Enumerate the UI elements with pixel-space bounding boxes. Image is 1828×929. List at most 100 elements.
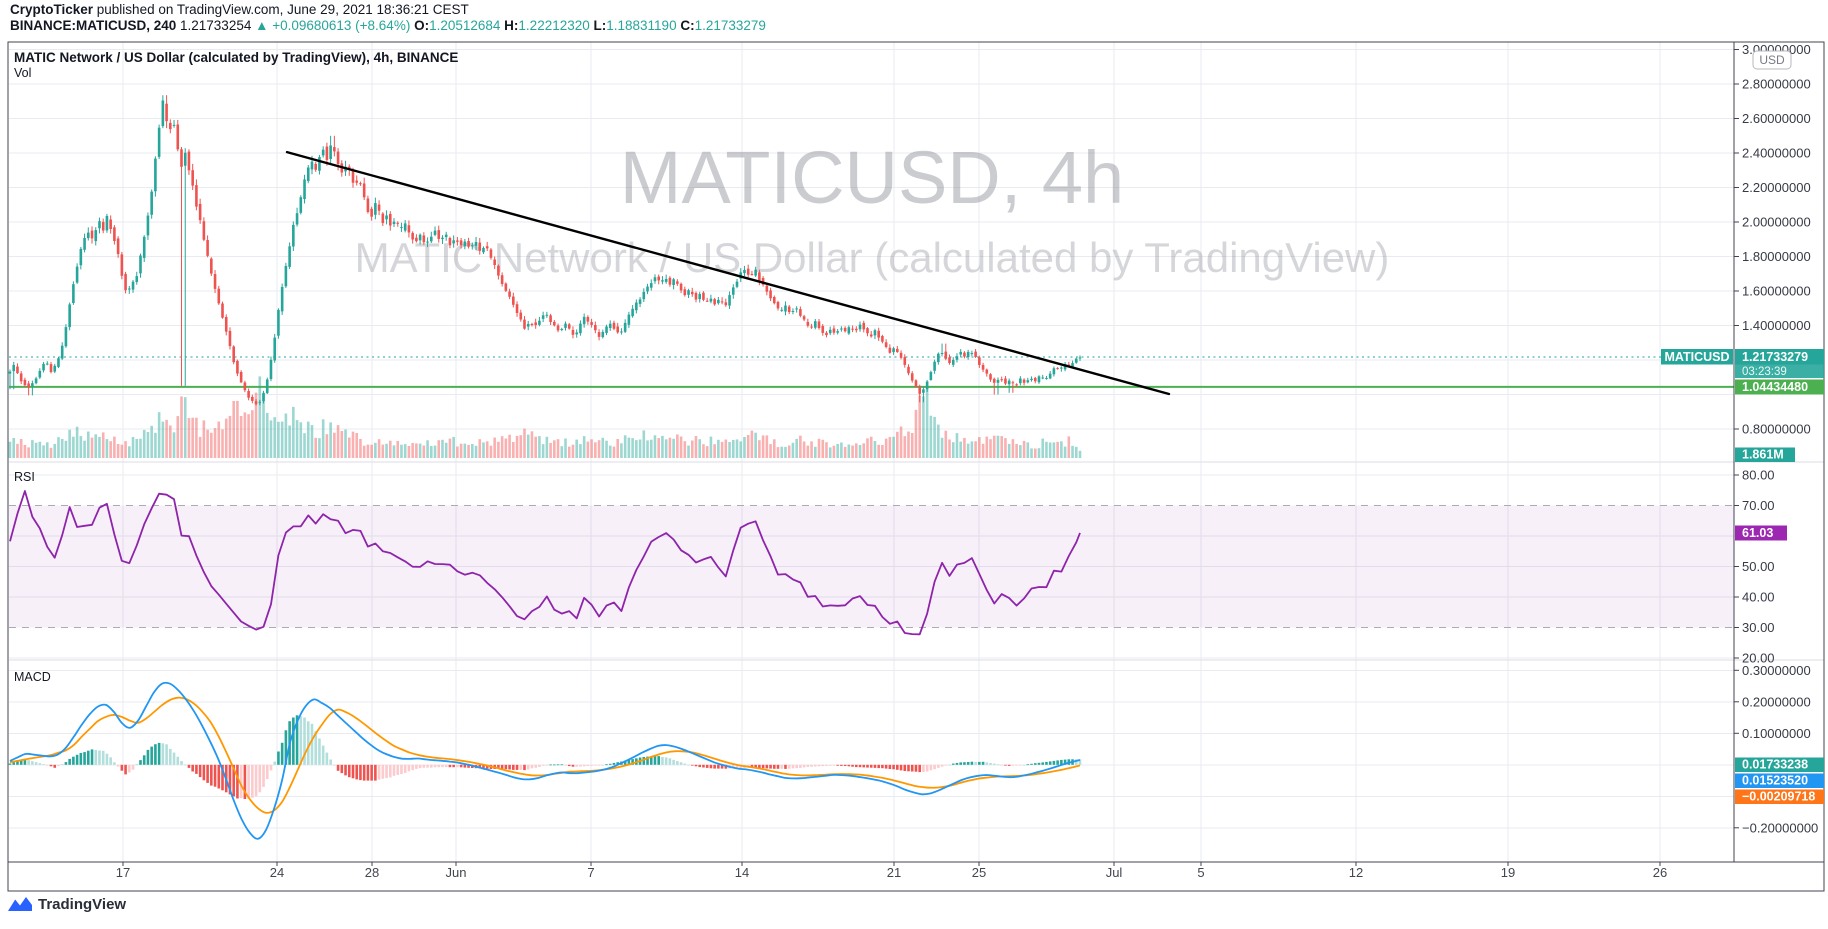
macd-histogram-bar <box>814 764 817 767</box>
volume-bar <box>586 441 590 458</box>
footer-brand[interactable]: TradingView <box>8 894 126 914</box>
macd-histogram-bar <box>482 764 485 769</box>
volume-bar <box>1037 448 1041 458</box>
volume-bar <box>1007 443 1011 458</box>
macd-histogram-bar <box>545 764 549 766</box>
price-scale[interactable] <box>1734 42 1824 862</box>
volume-bar <box>1052 442 1056 458</box>
macd-histogram-bar <box>646 756 649 765</box>
time-axis-label: 19 <box>1501 865 1515 880</box>
candle-body <box>1037 376 1041 383</box>
candle-body <box>105 216 109 231</box>
volume-bar <box>661 435 664 458</box>
macd-histogram-bar <box>239 764 243 799</box>
macd-histogram-bar <box>1037 762 1041 765</box>
candle-body <box>34 378 38 384</box>
volume-bar <box>19 439 23 458</box>
candle-body <box>933 361 936 371</box>
macd-histogram-bar <box>851 764 854 767</box>
candle-body <box>623 322 627 332</box>
volume-bar <box>799 435 802 458</box>
candle-body <box>985 369 989 374</box>
macd-histogram-bar <box>83 752 86 765</box>
candle-body <box>642 291 646 300</box>
candle-body <box>459 240 463 246</box>
macd-histogram-bar <box>325 752 329 765</box>
volume-bar <box>873 441 877 458</box>
candle-body <box>53 365 57 372</box>
volume-bar <box>314 437 318 458</box>
volume-bar <box>851 445 854 458</box>
volume-bar <box>635 440 638 458</box>
macd-histogram-bar <box>8 763 12 765</box>
candle-body <box>254 401 258 405</box>
macd-histogram-bar <box>306 721 310 765</box>
volume-bar <box>601 437 605 458</box>
candle-body <box>206 240 209 256</box>
candle-body <box>955 356 959 360</box>
volume-bar <box>418 443 422 458</box>
candle-body <box>676 281 679 284</box>
candle-body <box>702 292 705 300</box>
volume-bar <box>1022 440 1026 458</box>
macd-histogram-bar <box>347 764 351 778</box>
volume-bar <box>922 396 925 458</box>
volume-bar <box>657 438 661 458</box>
macd-histogram-bar <box>172 752 176 765</box>
macd-signal-value-badge-bg <box>1735 789 1824 804</box>
candle-body <box>68 304 71 328</box>
volume-bar <box>284 413 288 458</box>
time-scale[interactable] <box>9 862 1824 891</box>
candle-body <box>16 366 19 374</box>
candle-body <box>64 327 68 347</box>
volume-bar <box>247 414 250 458</box>
macd-histogram-bar <box>948 764 951 766</box>
macd-histogram-bar <box>198 764 202 778</box>
candle-body <box>504 283 508 291</box>
volume-bar <box>310 425 314 458</box>
macd-histogram-bar <box>608 763 612 765</box>
candle-body <box>131 281 135 290</box>
candle-body <box>415 237 418 242</box>
macd-histogram-bar <box>295 715 299 765</box>
volume-bar <box>705 446 709 458</box>
candle-body <box>791 311 795 312</box>
volume-bar <box>105 439 109 458</box>
candle-body <box>620 331 623 333</box>
candle-body <box>280 287 284 312</box>
macd-histogram-bar <box>553 764 556 766</box>
macd-histogram-bar <box>135 764 139 765</box>
candle-body <box>925 381 929 390</box>
volume-bar <box>72 436 75 458</box>
candle-body <box>355 180 359 183</box>
macd-histogram-bar <box>575 764 578 767</box>
volume-bar <box>280 421 284 458</box>
candle-body <box>627 314 631 325</box>
volume-bar <box>68 429 71 458</box>
volume-bar <box>724 439 728 458</box>
volume-bar <box>709 436 713 458</box>
volume-bar <box>157 412 161 458</box>
chart-plot-area[interactable] <box>9 42 1734 862</box>
candle-body <box>1033 377 1037 382</box>
volume-bar <box>627 437 631 458</box>
volume-bar <box>463 443 467 458</box>
candle-body <box>321 149 325 156</box>
macd-histogram-bar <box>828 764 832 766</box>
volume-bar <box>679 436 683 458</box>
macd-histogram-bar <box>702 764 705 768</box>
descending-trendline[interactable] <box>285 150 1171 396</box>
volume-bar <box>288 425 291 458</box>
macd-histogram-bar <box>564 764 567 766</box>
macd-histogram-bar <box>717 764 720 769</box>
candle-body <box>116 238 120 254</box>
volume-bar <box>471 444 474 458</box>
macd-histogram-bar <box>411 764 414 771</box>
candle-body <box>83 238 86 250</box>
candle-body <box>814 321 817 328</box>
macd-line-value-badge-bg <box>1735 773 1824 788</box>
macd-histogram-bar <box>221 764 224 791</box>
candle-body <box>202 221 206 240</box>
macd-histogram-bar <box>396 764 400 775</box>
macd-histogram-bar <box>959 762 962 765</box>
